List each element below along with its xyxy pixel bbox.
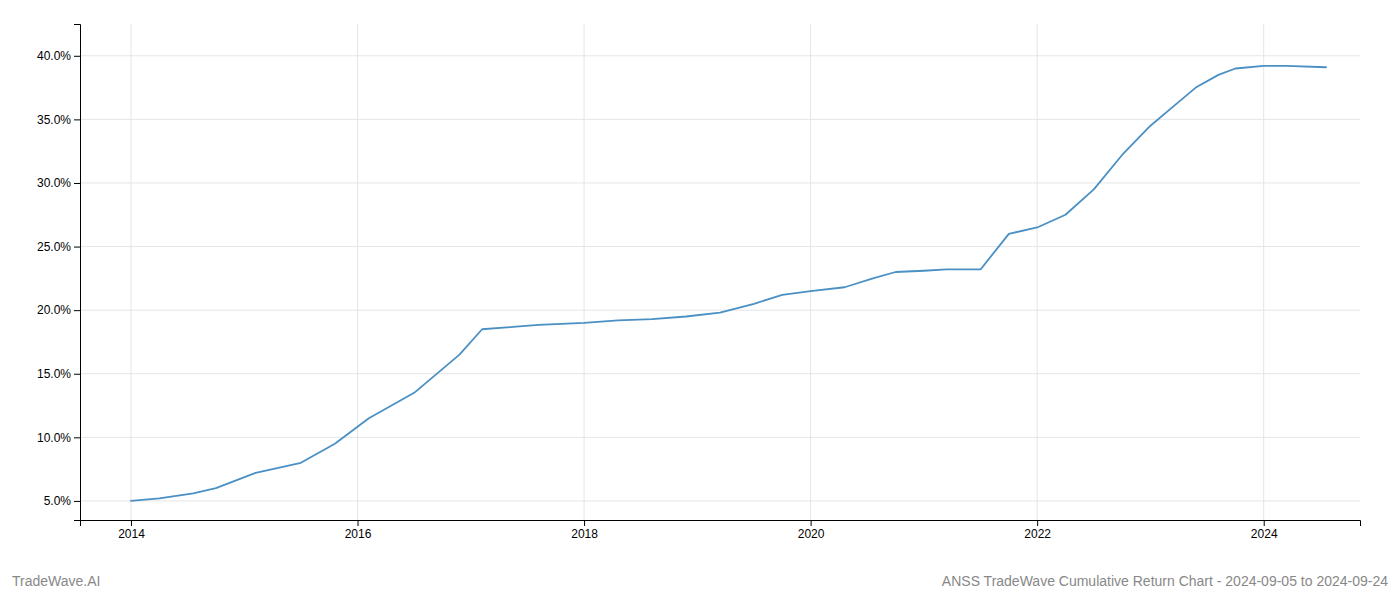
grid-line-y: [80, 55, 1360, 56]
x-tick: 2024: [1251, 520, 1278, 541]
grid-line-y: [80, 182, 1360, 183]
grid-line-y: [80, 437, 1360, 438]
y-tick-mark: [74, 119, 80, 120]
y-axis-line: [74, 25, 81, 521]
y-tick: 10.0%: [37, 431, 80, 445]
x-tick-mark: [811, 520, 812, 526]
grid-line-y: [80, 500, 1360, 501]
y-tick-label: 25.0%: [37, 240, 71, 254]
x-tick-label: 2014: [118, 527, 145, 541]
x-tick-mark: [131, 520, 132, 526]
x-tick-mark: [1264, 520, 1265, 526]
y-tick: 25.0%: [37, 240, 80, 254]
y-tick: 30.0%: [37, 176, 80, 190]
y-tick-label: 40.0%: [37, 49, 71, 63]
y-tick-mark: [74, 374, 80, 375]
grid-line-x: [1037, 24, 1038, 520]
x-tick: 2022: [1024, 520, 1051, 541]
x-axis: 2014 2016 2018 2020 2022 2024: [81, 520, 1361, 541]
x-tick-label: 2018: [571, 527, 598, 541]
chart-container: 2014 2016 2018 2020 2022 2024 5.0% 10.0% 15.0% 20…: [0, 0, 1400, 600]
y-tick-label: 5.0%: [44, 494, 72, 508]
grid-line-x: [1263, 24, 1264, 520]
grid-line-x: [810, 24, 811, 520]
line: [131, 66, 1326, 501]
y-tick: 40.0%: [37, 49, 80, 63]
y-tick-mark: [74, 310, 80, 311]
y-tick: 15.0%: [37, 367, 80, 381]
x-tick: 2018: [571, 520, 598, 541]
y-tick-mark: [74, 501, 80, 502]
x-tick-label: 2022: [1024, 527, 1051, 541]
x-axis-line: [81, 521, 1361, 527]
y-tick-label: 10.0%: [37, 431, 71, 445]
grid-line-y: [80, 310, 1360, 311]
x-tick: 2020: [798, 520, 825, 541]
y-axis: 5.0% 10.0% 15.0% 20.0% 25.0% 30.0% 35.0% 40.0%: [37, 25, 81, 521]
watermark: TradeWave.AI: [12, 573, 100, 589]
grid-line-y: [80, 119, 1360, 120]
y-tick-label: 20.0%: [37, 303, 71, 317]
grid: [80, 24, 1360, 520]
grid-line-x: [130, 24, 131, 520]
grid-line-y: [80, 246, 1360, 247]
y-tick: 20.0%: [37, 303, 80, 317]
y-tick: 35.0%: [37, 113, 80, 127]
y-tick-mark: [74, 56, 80, 57]
y-tick-mark: [74, 247, 80, 248]
plot-area: [131, 66, 1326, 501]
x-tick: 2016: [345, 520, 372, 541]
title: ANSS TradeWave Cumulative Return Chart -…: [942, 573, 1388, 589]
grid-line-x: [584, 24, 585, 520]
grid-line-y: [80, 373, 1360, 374]
x-tick-label: 2024: [1251, 527, 1278, 541]
y-tick-mark: [74, 183, 80, 184]
x-tick-mark: [1037, 520, 1038, 526]
y-tick-mark: [74, 437, 80, 438]
y-tick-label: 30.0%: [37, 176, 71, 190]
x-tick-label: 2020: [798, 527, 825, 541]
x-tick: 2014: [118, 520, 145, 541]
y-tick-label: 15.0%: [37, 367, 71, 381]
x-tick-label: 2016: [345, 527, 372, 541]
y-tick-label: 35.0%: [37, 113, 71, 127]
chart-svg: 2014 2016 2018 2020 2022 2024 5.0% 10.0% 15.0% 20…: [0, 0, 1400, 600]
x-tick-mark: [358, 520, 359, 526]
x-tick-mark: [584, 520, 585, 526]
y-tick: 5.0%: [44, 494, 80, 508]
grid-line-x: [357, 24, 358, 520]
